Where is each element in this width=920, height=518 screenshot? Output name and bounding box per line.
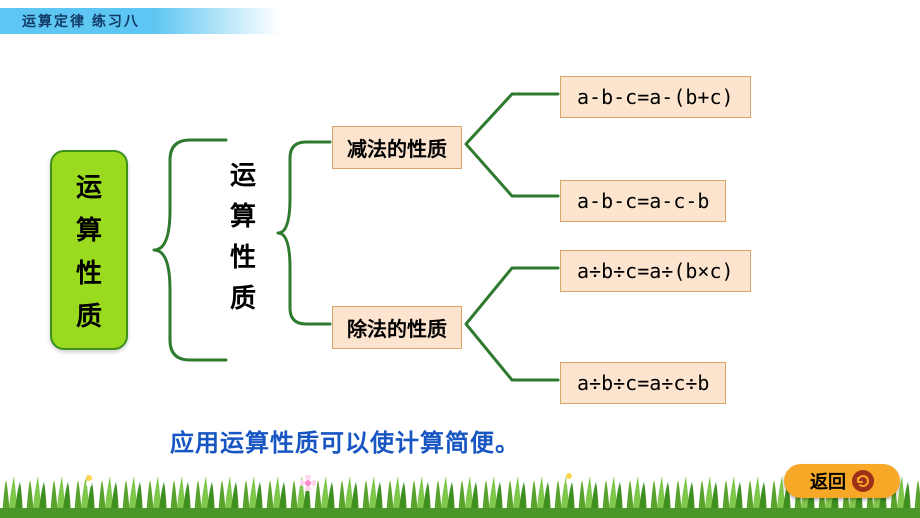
formula-div-1: a÷b÷c=a÷(b×c) (560, 250, 751, 292)
flower-icon (560, 467, 578, 490)
bracket-mid (264, 118, 334, 348)
title-char-0: 运 (76, 167, 102, 204)
flower-icon (300, 475, 316, 496)
grass-footer (0, 458, 920, 518)
bracket-main (130, 130, 230, 370)
return-label: 返回 (810, 468, 846, 494)
return-icon (852, 470, 874, 492)
header-bar: 运算定律 练习八 (0, 8, 280, 34)
mid-char-1: 算 (230, 196, 256, 233)
title-char-1: 算 (76, 210, 102, 247)
division-label: 除法的性质 (332, 306, 462, 349)
formula-div-2: a÷b÷c=a÷c÷b (560, 362, 726, 404)
flower-icon (80, 469, 98, 492)
bracket-sub (462, 76, 562, 216)
mid-char-2: 性 (230, 237, 256, 274)
formula-sub-1: a-b-c=a-(b+c) (560, 76, 751, 118)
main-title-box: 运 算 性 质 (50, 150, 128, 350)
caption: 应用运算性质可以使计算简便。 (170, 423, 520, 458)
subtraction-label: 减法的性质 (332, 126, 462, 169)
bracket-div (462, 250, 562, 400)
formula-sub-2: a-b-c=a-c-b (560, 180, 726, 222)
mid-char-3: 质 (230, 278, 256, 315)
title-char-2: 性 (76, 253, 102, 290)
mid-char-0: 运 (230, 155, 256, 192)
mid-label: 运 算 性 质 (230, 155, 256, 315)
title-char-3: 质 (76, 296, 102, 333)
header-title: 运算定律 练习八 (22, 11, 140, 31)
return-button[interactable]: 返回 (784, 464, 900, 498)
